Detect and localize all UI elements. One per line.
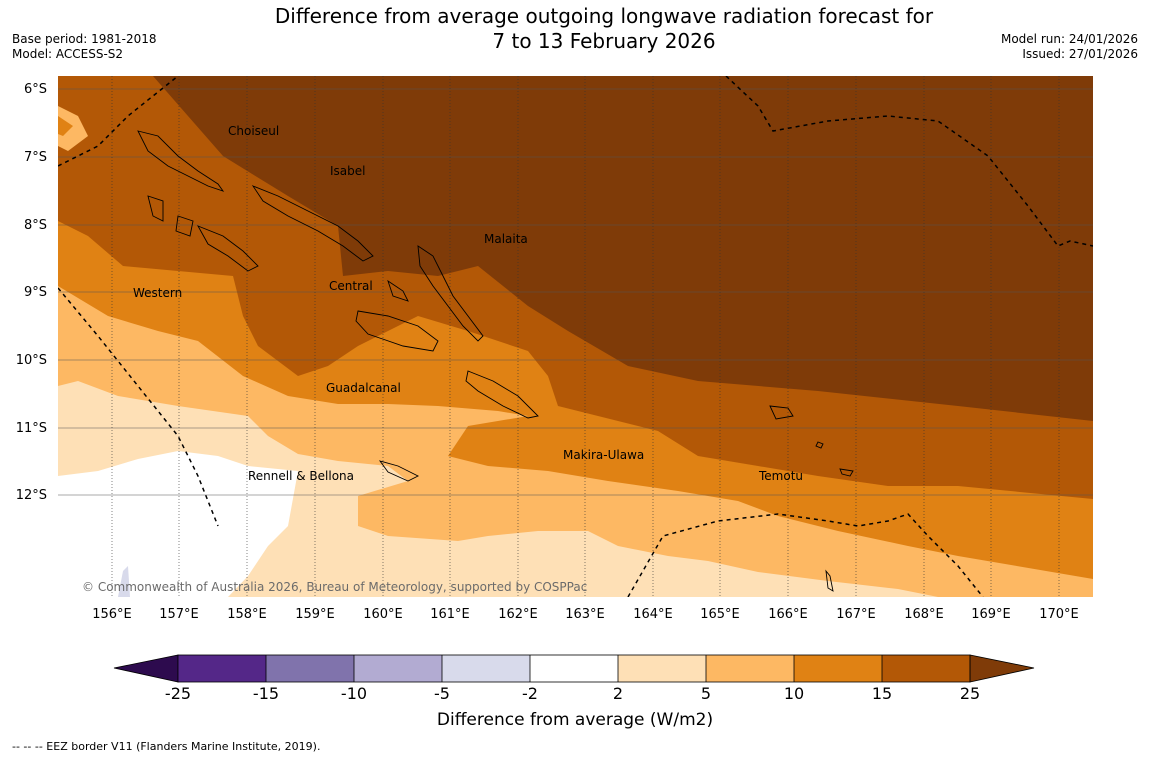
place-malaita: Malaita bbox=[484, 232, 528, 246]
cb-tick-label: 25 bbox=[959, 684, 981, 703]
island-choiseul bbox=[137, 130, 225, 192]
cb-tick-label: 5 bbox=[700, 684, 712, 703]
lat-label: 8°S bbox=[23, 218, 47, 233]
cb-tick-label: 15 bbox=[871, 684, 893, 703]
place-rennell-bellona: Rennell & Bellona bbox=[248, 469, 355, 483]
island-western-1 bbox=[147, 195, 164, 222]
place-temotu: Temotu bbox=[759, 469, 804, 483]
island-guadalcanal bbox=[355, 310, 439, 352]
island-vanuatu-north bbox=[825, 569, 834, 592]
band-neg2-2 bbox=[58, 451, 298, 597]
place-central: Central bbox=[329, 279, 373, 293]
meta-right: Model run: 24/01/2026 Issued: 27/01/2026 bbox=[1001, 32, 1138, 62]
eez-footnote: -- -- -- EEZ border V11 (Flanders Marine… bbox=[12, 740, 321, 753]
cb-swatch-5-10 bbox=[706, 655, 794, 682]
cb-tick-label: -2 bbox=[522, 684, 538, 703]
cb-tick-label: -10 bbox=[340, 684, 368, 703]
lon-label: 166°E bbox=[768, 607, 808, 622]
place-guadalcanal: Guadalcanal bbox=[326, 381, 401, 395]
lon-label: 167°E bbox=[836, 607, 876, 622]
island-temotu-2 bbox=[815, 441, 824, 449]
island-temotu-1 bbox=[769, 405, 794, 420]
cb-swatch-gt25 bbox=[969, 654, 1035, 683]
lon-label: 168°E bbox=[904, 607, 944, 622]
cb-swatch-neg10-neg5 bbox=[354, 655, 442, 682]
island-temotu-3 bbox=[839, 468, 854, 477]
lon-label: 165°E bbox=[700, 607, 740, 622]
cb-swatch-15-25 bbox=[882, 655, 970, 682]
model-name: Model: ACCESS-S2 bbox=[12, 47, 124, 61]
western-patch-inner bbox=[58, 116, 73, 136]
island-rennell bbox=[378, 460, 420, 482]
lat-label: 7°S bbox=[23, 150, 47, 165]
cb-tick-label: -15 bbox=[252, 684, 280, 703]
eez-border bbox=[58, 76, 1093, 597]
cb-swatch-lt-neg25 bbox=[113, 654, 179, 683]
cb-tick-label: -25 bbox=[164, 684, 192, 703]
lon-label: 163°E bbox=[565, 607, 605, 622]
cb-outline bbox=[177, 654, 971, 683]
island-isabel bbox=[251, 185, 374, 262]
lat-label: 6°S bbox=[23, 82, 47, 97]
lon-label: 158°E bbox=[227, 607, 267, 622]
cb-dividers bbox=[265, 655, 883, 682]
lon-label: 156°E bbox=[92, 607, 132, 622]
chart-title: Difference from average outgoing longwav… bbox=[0, 4, 1150, 54]
meta-left: Base period: 1981-2018 Model: ACCESS-S2 bbox=[12, 32, 157, 62]
cb-swatch-neg5-neg2 bbox=[442, 655, 530, 682]
lon-label: 157°E bbox=[159, 607, 199, 622]
lon-label: 164°E bbox=[633, 607, 673, 622]
cb-swatch-neg25-neg15 bbox=[178, 655, 266, 682]
eez-east-north bbox=[725, 76, 1093, 247]
island-western-2 bbox=[175, 215, 194, 237]
coastlines bbox=[137, 130, 854, 592]
issued-date: Issued: 27/01/2026 bbox=[1022, 47, 1138, 61]
island-malaita bbox=[417, 245, 484, 342]
model-run: Model run: 24/01/2026 bbox=[1000, 32, 1138, 46]
cb-tick-label: -5 bbox=[434, 684, 450, 703]
cb-swatch-neg15-neg10 bbox=[266, 655, 354, 682]
lat-label: 10°S bbox=[15, 353, 47, 368]
lat-label: 11°S bbox=[15, 421, 47, 436]
copyright-notice: © Commonwealth of Australia 2026, Bureau… bbox=[82, 580, 588, 594]
title-line-1: Difference from average outgoing longwav… bbox=[274, 4, 934, 28]
colorbar-title: Difference from average (W/m2) bbox=[436, 710, 714, 730]
place-western: Western bbox=[133, 286, 183, 300]
island-western-3 bbox=[196, 225, 259, 272]
place-makira-ulawa: Makira-Ulawa bbox=[563, 448, 645, 462]
lat-label: 12°S bbox=[15, 488, 47, 503]
lat-label: 9°S bbox=[23, 285, 47, 300]
cb-swatch-neg2-2 bbox=[530, 655, 618, 682]
lon-label: 169°E bbox=[971, 607, 1011, 622]
lon-label: 160°E bbox=[363, 607, 403, 622]
lon-label: 161°E bbox=[430, 607, 470, 622]
eez-west-north bbox=[58, 76, 179, 167]
lon-label: 170°E bbox=[1039, 607, 1079, 622]
western-patch bbox=[58, 106, 88, 151]
cb-tick-label: 10 bbox=[783, 684, 805, 703]
cb-swatch-2-5 bbox=[618, 655, 706, 682]
band-neg5-neg2 bbox=[118, 566, 130, 597]
island-makira bbox=[465, 370, 539, 419]
base-period: Base period: 1981-2018 bbox=[12, 32, 157, 46]
place-choiseul: Choiseul bbox=[228, 124, 280, 138]
place-isabel: Isabel bbox=[330, 164, 366, 178]
lon-label: 162°E bbox=[498, 607, 538, 622]
lon-label: 159°E bbox=[295, 607, 335, 622]
island-central bbox=[387, 279, 409, 302]
olr-map bbox=[58, 76, 1093, 597]
band-2-5 bbox=[58, 381, 938, 597]
cb-tick-label: 2 bbox=[612, 684, 624, 703]
graticule bbox=[58, 88, 1093, 496]
cb-swatch-10-15 bbox=[794, 655, 882, 682]
colorbar bbox=[113, 654, 1035, 683]
title-line-2: 7 to 13 February 2026 bbox=[492, 29, 716, 53]
